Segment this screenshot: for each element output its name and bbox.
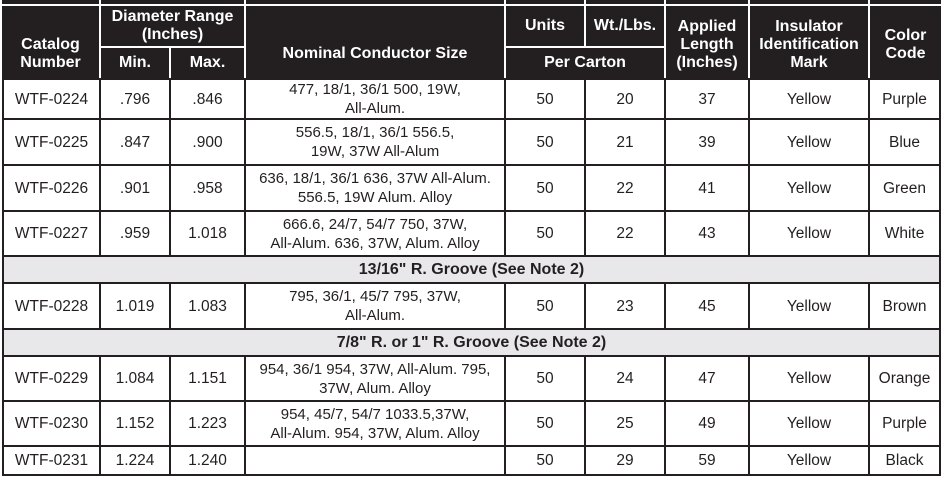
cell-insulator: Yellow <box>750 447 868 474</box>
header-wt-lbs: Wt./Lbs. <box>586 6 664 46</box>
cell-max: .958 <box>171 166 244 210</box>
cell-applied: 47 <box>666 357 748 400</box>
cell-catalog: WTF-0224 <box>4 80 99 118</box>
cell-max: 1.223 <box>171 402 244 445</box>
header-max: Max. <box>171 48 244 78</box>
cell-conductor: 556.5, 18/1, 36/1 556.5, 19W, 37W All-Al… <box>246 120 504 164</box>
cell-min: 1.084 <box>101 357 169 400</box>
cell-min: 1.019 <box>101 284 169 328</box>
top-rule-segment <box>870 0 941 4</box>
cell-color: White <box>870 212 939 255</box>
cell-max: 1.151 <box>171 357 244 400</box>
cell-max: .846 <box>171 80 244 118</box>
cell-units: 50 <box>506 80 584 118</box>
header-nominal-conductor-size: Nominal Conductor Size <box>246 6 504 78</box>
cell-units: 50 <box>506 212 584 255</box>
header-units: Units <box>506 6 584 46</box>
table-header: Catalog Number Diameter Range (Inches) M… <box>2 6 941 78</box>
cell-catalog: WTF-0225 <box>4 120 99 164</box>
cell-min: 1.224 <box>101 447 169 474</box>
cell-min: .796 <box>101 80 169 118</box>
cell-applied: 43 <box>666 212 748 255</box>
cell-min: .959 <box>101 212 169 255</box>
cell-catalog: WTF-0226 <box>4 166 99 210</box>
header-catalog-number: Catalog Number <box>2 6 99 78</box>
top-rule-segment <box>2 0 99 4</box>
cell-max: 1.018 <box>171 212 244 255</box>
table-top-rule <box>2 0 941 4</box>
cell-color: Blue <box>870 120 939 164</box>
cell-catalog: WTF-0229 <box>4 357 99 400</box>
section-row-7-8-or-1-groove: 7/8" R. or 1" R. Groove (See Note 2) <box>4 330 939 355</box>
cell-min: .847 <box>101 120 169 164</box>
cell-insulator: Yellow <box>750 212 868 255</box>
table-body: WTF-0224 .796 .846 477, 18/1, 36/1 500, … <box>4 80 939 474</box>
cell-color: Orange <box>870 357 939 400</box>
cell-conductor: 477, 18/1, 36/1 500, 19W, All-Alum. <box>246 80 504 118</box>
header-applied-length: Applied Length (Inches) <box>666 6 748 78</box>
cell-insulator: Yellow <box>750 120 868 164</box>
cell-insulator: Yellow <box>750 402 868 445</box>
cell-wt: 24 <box>586 357 664 400</box>
top-rule-segment <box>586 0 664 4</box>
cell-wt: 29 <box>586 447 664 474</box>
cell-conductor: 954, 36/1 954, 37W, All-Alum. 795, 37W, … <box>246 357 504 400</box>
cell-applied: 49 <box>666 402 748 445</box>
cell-color: Green <box>870 166 939 210</box>
cell-units: 50 <box>506 284 584 328</box>
cell-applied: 45 <box>666 284 748 328</box>
cell-max: .900 <box>171 120 244 164</box>
top-rule-segment <box>666 0 748 4</box>
cell-catalog: WTF-0228 <box>4 284 99 328</box>
cell-units: 50 <box>506 447 584 474</box>
header-insulator-identification-mark: Insulator Identification Mark <box>750 6 868 78</box>
header-color-code: Color Code <box>870 6 941 78</box>
cell-max: 1.083 <box>171 284 244 328</box>
cell-color: Purple <box>870 80 939 118</box>
top-rule-segment <box>506 0 584 4</box>
cell-catalog: WTF-0227 <box>4 212 99 255</box>
cell-min: .901 <box>101 166 169 210</box>
top-rule-segment <box>750 0 868 4</box>
cell-color: Black <box>870 447 939 474</box>
cell-applied: 37 <box>666 80 748 118</box>
cell-insulator: Yellow <box>750 357 868 400</box>
cell-wt: 21 <box>586 120 664 164</box>
header-diameter-range: Diameter Range (Inches) <box>101 6 244 46</box>
top-rule-segment <box>246 0 504 4</box>
catalog-table: Catalog Number Diameter Range (Inches) M… <box>2 0 941 476</box>
cell-applied: 59 <box>666 447 748 474</box>
cell-conductor <box>246 447 504 474</box>
header-min: Min. <box>101 48 169 78</box>
cell-conductor: 666.6, 24/7, 54/7 750, 37W, All-Alum. 63… <box>246 212 504 255</box>
top-rule-segment <box>101 0 244 4</box>
cell-wt: 22 <box>586 166 664 210</box>
cell-conductor: 636, 18/1, 36/1 636, 37W All-Alum. 556.5… <box>246 166 504 210</box>
cell-wt: 22 <box>586 212 664 255</box>
cell-conductor: 954, 45/7, 54/7 1033.5,37W, All-Alum. 95… <box>246 402 504 445</box>
header-per-carton: Per Carton <box>506 48 664 78</box>
cell-insulator: Yellow <box>750 80 868 118</box>
cell-applied: 41 <box>666 166 748 210</box>
cell-units: 50 <box>506 402 584 445</box>
cell-wt: 23 <box>586 284 664 328</box>
cell-insulator: Yellow <box>750 284 868 328</box>
cell-units: 50 <box>506 166 584 210</box>
cell-min: 1.152 <box>101 402 169 445</box>
cell-wt: 20 <box>586 80 664 118</box>
cell-catalog: WTF-0230 <box>4 402 99 445</box>
section-row-13-16-groove: 13/16" R. Groove (See Note 2) <box>4 257 939 282</box>
cell-units: 50 <box>506 120 584 164</box>
cell-conductor: 795, 36/1, 45/7 795, 37W, All-Alum. <box>246 284 504 328</box>
cell-catalog: WTF-0231 <box>4 447 99 474</box>
cell-wt: 25 <box>586 402 664 445</box>
cell-applied: 39 <box>666 120 748 164</box>
cell-color: Purple <box>870 402 939 445</box>
cell-insulator: Yellow <box>750 166 868 210</box>
cell-units: 50 <box>506 357 584 400</box>
table-body-frame: WTF-0224 .796 .846 477, 18/1, 36/1 500, … <box>2 78 941 476</box>
cell-max: 1.240 <box>171 447 244 474</box>
cell-color: Brown <box>870 284 939 328</box>
